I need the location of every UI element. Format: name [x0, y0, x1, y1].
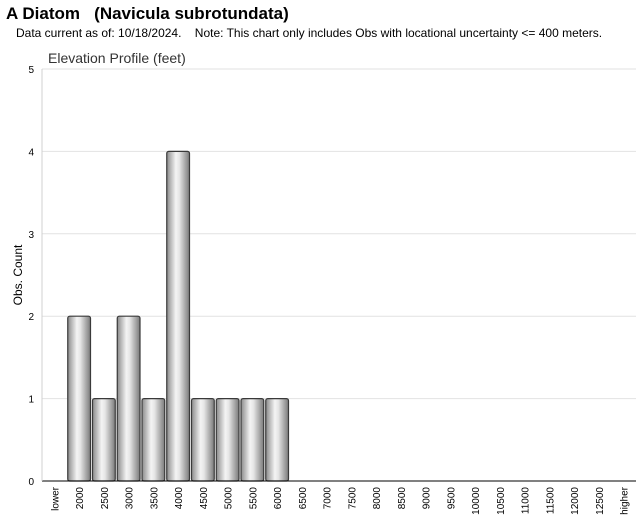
- x-tick-label: 3000: [125, 487, 136, 510]
- bar: [166, 150, 191, 482]
- x-tick-label: 12000: [570, 487, 581, 515]
- axes: [41, 69, 636, 482]
- x-tick-label: 7000: [323, 487, 334, 510]
- x-tick-label: 10500: [496, 487, 507, 515]
- bar: [215, 398, 240, 482]
- bar: [190, 398, 215, 482]
- x-tick-label: 4000: [174, 487, 185, 510]
- bar: [265, 398, 290, 482]
- y-axis-label: Obs. Count: [11, 244, 25, 305]
- x-tick-label: 12500: [595, 487, 606, 515]
- y-tick-label: 5: [28, 65, 34, 76]
- x-tick-label: lower: [50, 486, 61, 511]
- x-tick-label: 6500: [298, 487, 309, 510]
- y-tick-labels: 0 1 2 3 4 5: [28, 65, 34, 488]
- x-tick-label: 6000: [273, 487, 284, 510]
- x-tick-label: higher: [620, 486, 631, 514]
- data-note: Data current as of: 10/18/2024. Note: Th…: [16, 26, 603, 40]
- bar: [240, 398, 265, 482]
- bar: [91, 398, 116, 482]
- x-tick-label: 9500: [446, 487, 457, 510]
- x-tick-label: 7500: [347, 487, 358, 510]
- x-tick-label: 9000: [422, 487, 433, 510]
- x-tick-label: 11000: [521, 487, 532, 515]
- x-tick-label: 5500: [248, 487, 259, 510]
- grid-lines: [42, 68, 636, 400]
- chart-title: Elevation Profile (feet): [48, 50, 186, 66]
- y-tick-label: 1: [28, 395, 34, 406]
- x-tick-label: 2000: [75, 487, 86, 510]
- x-tick-label: 10000: [471, 487, 482, 515]
- y-tick-label: 0: [28, 477, 34, 488]
- y-tick-label: 3: [28, 230, 34, 241]
- x-tick-label: 11500: [545, 487, 556, 515]
- x-tick-label: 3500: [149, 487, 160, 510]
- bar: [141, 398, 166, 482]
- x-tick-labels: lower 2000 2500 3000 3500 4000 4500 5000 5500 600…: [50, 486, 630, 514]
- y-tick-label: 2: [28, 312, 34, 323]
- bars: [67, 150, 290, 482]
- x-tick-label: 4500: [199, 487, 210, 510]
- x-tick-label: 8500: [397, 487, 408, 510]
- y-tick-label: 4: [28, 147, 34, 158]
- x-tick-label: 8000: [372, 487, 383, 510]
- x-tick-label: 2500: [100, 487, 111, 510]
- x-tick-label: 5000: [224, 487, 235, 510]
- bar: [67, 315, 92, 482]
- bar: [116, 315, 141, 482]
- page-title: A Diatom (Navicula subrotundata): [6, 4, 289, 23]
